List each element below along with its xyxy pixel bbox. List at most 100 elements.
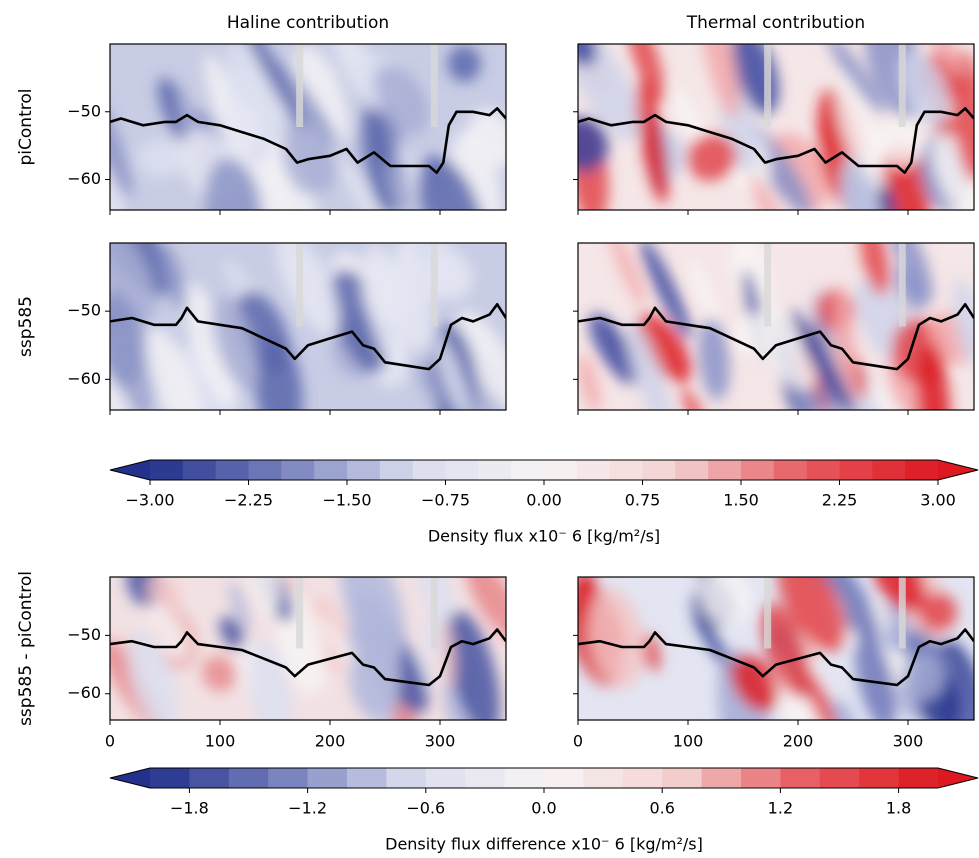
masked-region [764, 577, 772, 649]
field [110, 44, 506, 210]
masked-region [898, 44, 906, 127]
field-blob [888, 243, 933, 303]
colorbar-tick-label: −2.25 [224, 491, 273, 510]
field-blob [266, 139, 317, 210]
colorbar-band [609, 460, 643, 480]
colorbar-tick-label: 0.00 [526, 491, 562, 510]
field-blob [127, 630, 179, 720]
field-blob [386, 159, 411, 210]
field [578, 577, 974, 720]
colorbar-band [150, 768, 190, 788]
field-blob [699, 44, 740, 118]
field-blob [626, 44, 666, 105]
contour-line [578, 107, 974, 174]
colorbar-tick-label: −1.8 [170, 799, 209, 818]
field-blob [750, 173, 787, 210]
field-blob [795, 382, 822, 410]
plot-frame [577, 576, 975, 721]
field-blob [899, 51, 949, 127]
panel-title: Haline contribution [227, 13, 389, 33]
field-blob [361, 256, 406, 325]
colorbar-band [806, 460, 840, 480]
field-blob [426, 250, 473, 300]
colorbar-tick-label: −3.00 [125, 491, 174, 510]
field-blob [609, 243, 646, 308]
field-blob [688, 257, 720, 326]
y-tick-label: −50 [67, 101, 101, 120]
field-blob [330, 269, 389, 373]
colorbar-band [386, 768, 427, 788]
masked-region [296, 243, 304, 327]
field-blob [918, 592, 958, 632]
colorbar-band [228, 768, 269, 788]
panel: Thermal contribution [573, 13, 975, 215]
colorbar-band [445, 460, 479, 480]
panel: 0 100 200 300 −50 −60 ssp585 - piControl [16, 571, 507, 751]
field-blob [228, 581, 251, 631]
field-blob [829, 700, 856, 720]
field-blob [639, 243, 692, 340]
field-blob [876, 118, 923, 167]
field-blob [589, 313, 640, 385]
contour-line [578, 628, 974, 687]
field-blob [110, 243, 156, 323]
field-blob [625, 318, 677, 410]
field-texture [110, 243, 506, 410]
colorbar-band [675, 460, 709, 480]
field-texture [578, 577, 974, 720]
field-blob [110, 290, 145, 389]
field-blob [146, 328, 203, 410]
field-blob [730, 654, 779, 712]
colorbar-band [819, 768, 860, 788]
colorbar-band [905, 460, 939, 480]
colorbar-band [576, 460, 611, 480]
field [578, 243, 974, 410]
colorbar-extension [110, 768, 150, 788]
colorbar-tick-label: 3.00 [920, 491, 956, 510]
colorbar-band [314, 460, 348, 480]
field-blob [578, 117, 609, 172]
colorbar-band [307, 768, 348, 788]
field-blob [698, 318, 730, 401]
field-blob [110, 94, 133, 199]
field-blob [238, 44, 305, 130]
colorbar-band [215, 460, 249, 480]
colorbar-extension [110, 460, 150, 480]
colorbar-band [583, 768, 624, 788]
field-blob [418, 155, 485, 210]
field-texture [110, 44, 506, 210]
field-blob [777, 577, 847, 652]
field-blob [330, 142, 394, 210]
field-blob [588, 587, 644, 689]
field-blob [184, 283, 238, 408]
field-blob [860, 243, 890, 296]
field-blob [578, 354, 601, 410]
field-blob [636, 79, 668, 204]
field-texture [110, 577, 506, 720]
field-blob [161, 244, 187, 312]
colorbar-tick-label: 0.0 [531, 799, 556, 818]
panel-title: Thermal contribution [686, 13, 865, 33]
masked-region [430, 243, 438, 327]
colorbar-band [662, 768, 703, 788]
colorbar-tick-label: 2.25 [822, 491, 858, 510]
plot-frame [577, 43, 975, 211]
colorbar-band [708, 460, 742, 480]
field-blob [211, 295, 259, 391]
colorbar-extension [938, 460, 978, 480]
x-tick-label: 200 [315, 732, 346, 751]
colorbar-band [544, 460, 578, 480]
field-blob [932, 133, 974, 210]
field-blob [447, 45, 481, 82]
colorbar-band [773, 460, 808, 480]
colorbar-band [701, 768, 742, 788]
colorbar-band [281, 460, 315, 480]
field [110, 243, 506, 410]
panel [573, 242, 975, 415]
masked-region [296, 577, 304, 649]
contour-line [578, 303, 974, 371]
plot-frame [109, 43, 507, 211]
colorbar-tick-label: −1.2 [288, 799, 327, 818]
field-blob [395, 243, 434, 359]
row-label: ssp585 [16, 296, 36, 357]
